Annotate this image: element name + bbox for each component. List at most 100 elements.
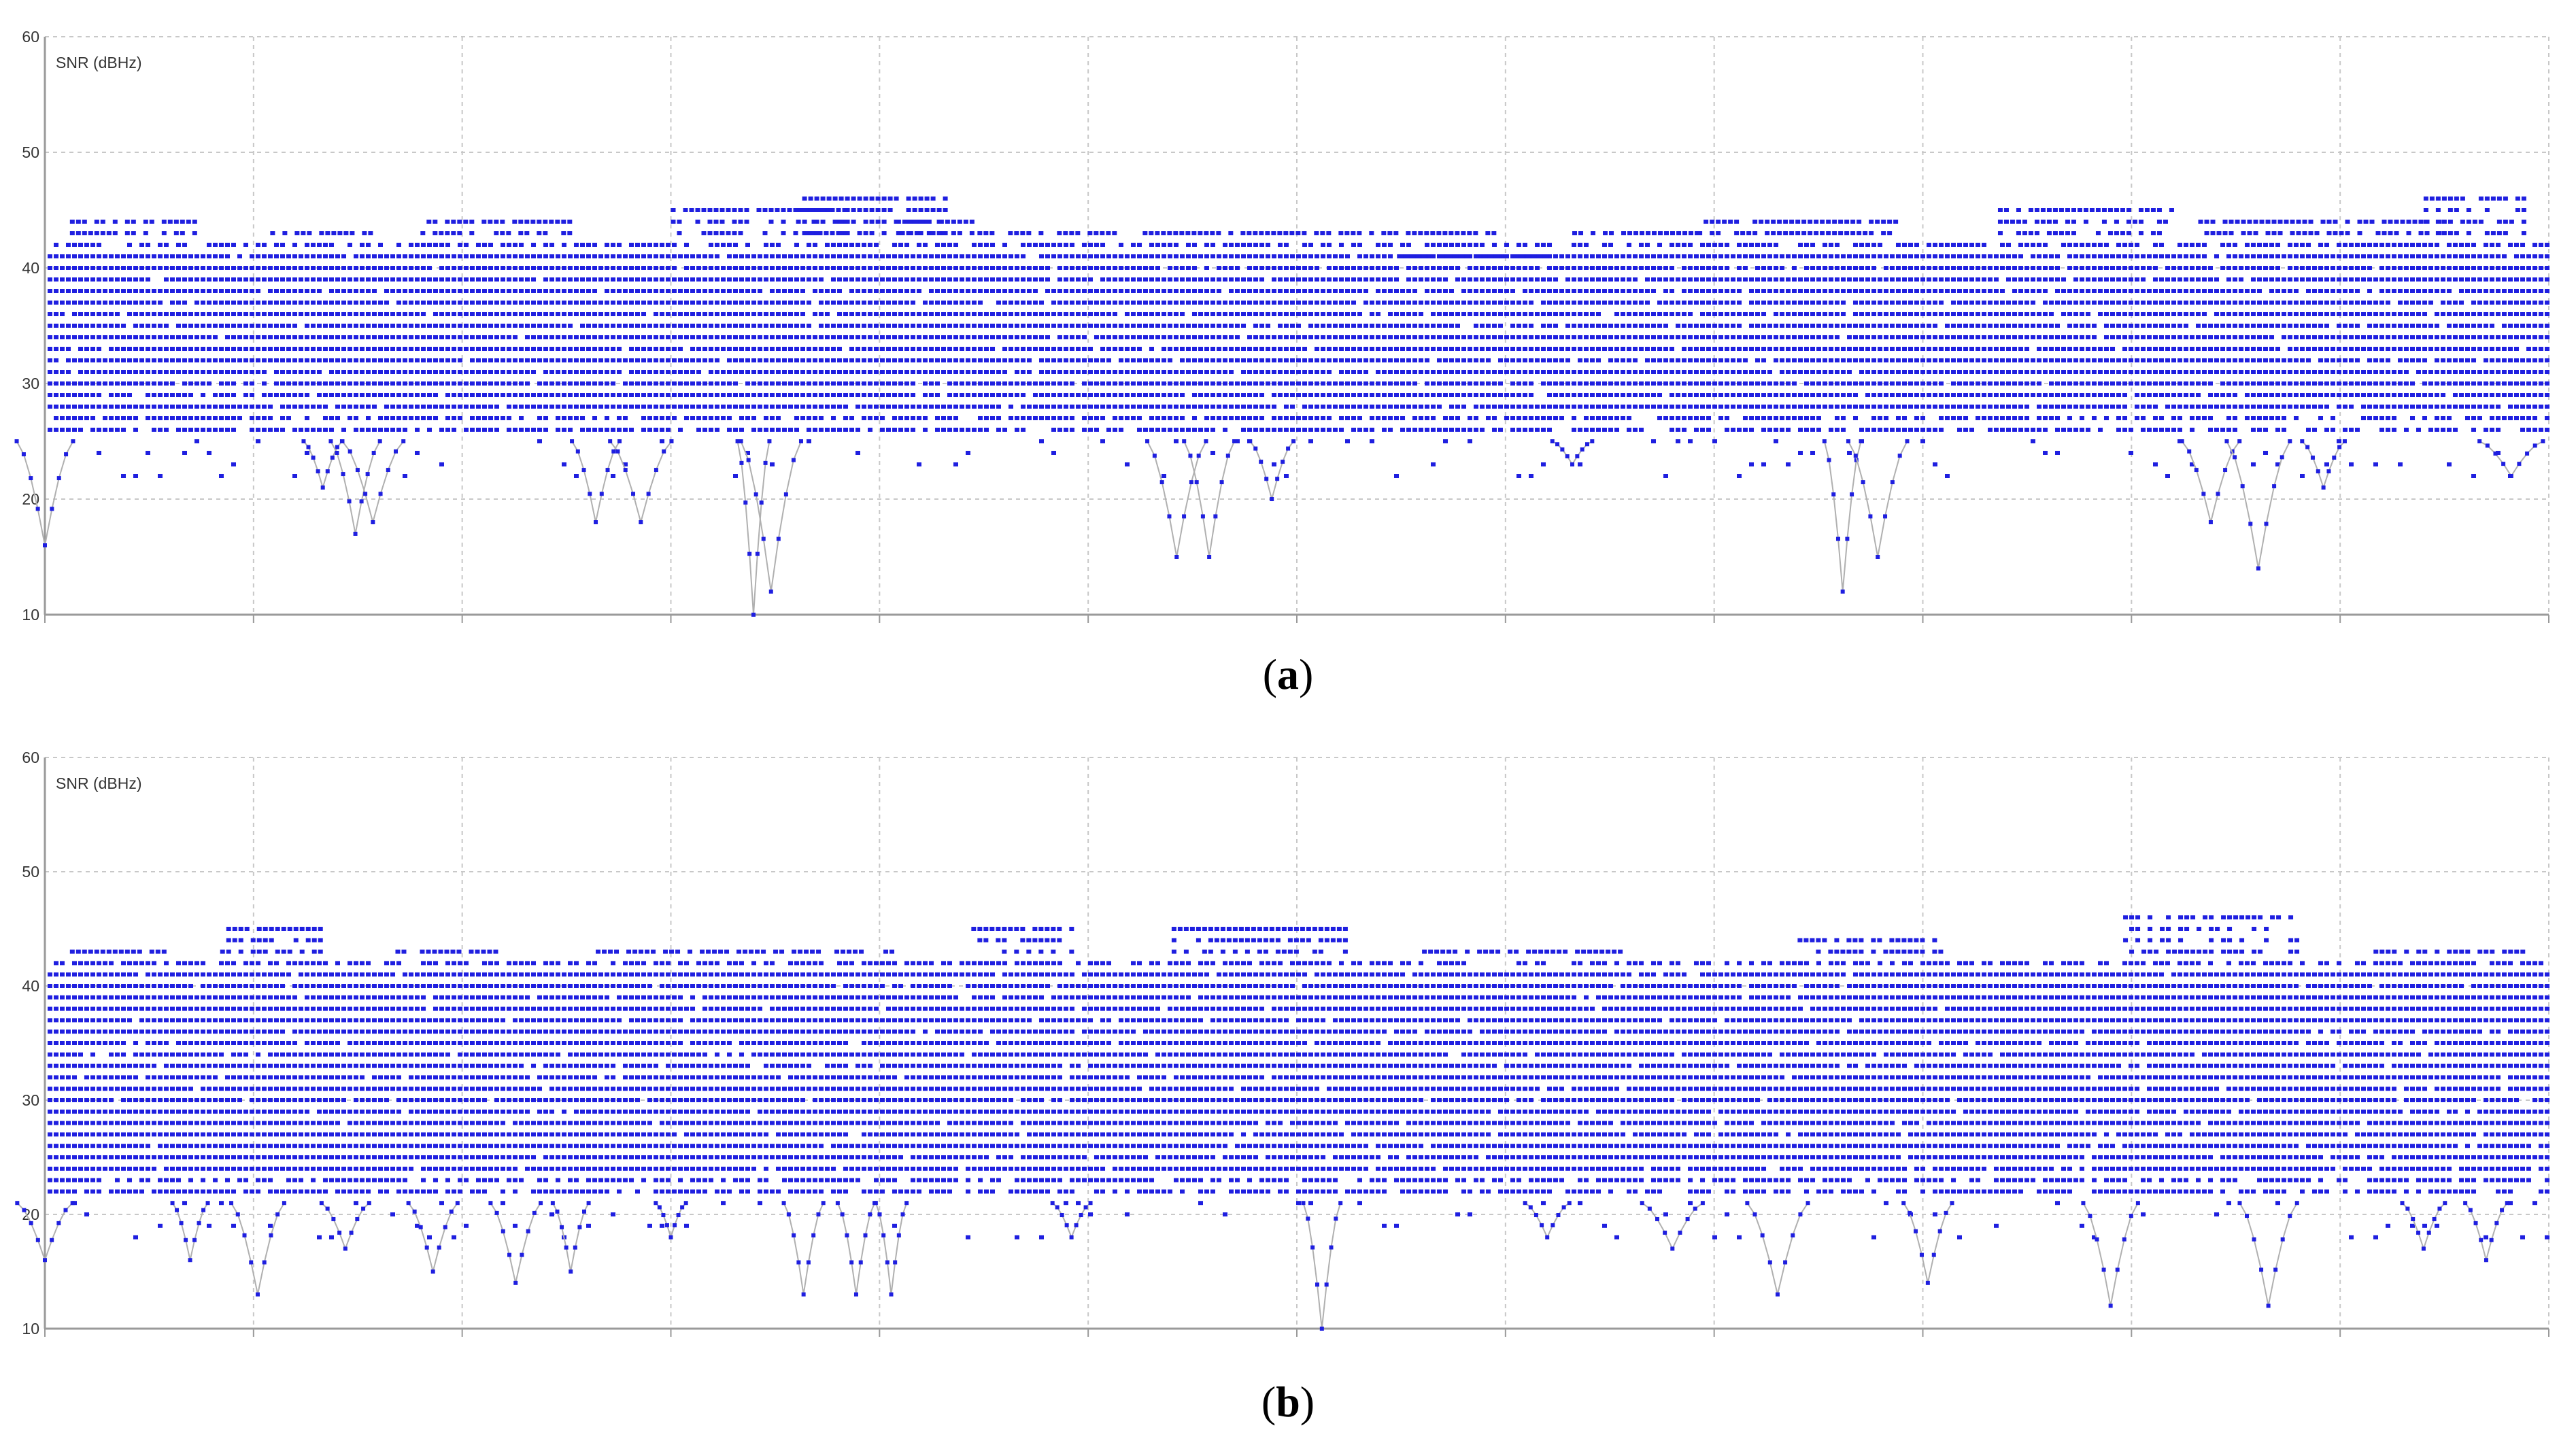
snr-point	[2184, 393, 2188, 397]
snr-point	[568, 312, 573, 316]
snr-point	[2116, 312, 2121, 316]
snr-point	[2441, 393, 2445, 397]
snr-point	[372, 370, 377, 374]
snr-point	[990, 347, 995, 351]
snr-point	[788, 312, 793, 316]
snr-point	[2177, 324, 2182, 328]
snr-point	[868, 289, 872, 293]
snr-point	[684, 312, 689, 316]
snr-point	[54, 416, 58, 420]
snr-point	[1761, 416, 1766, 420]
snr-point	[727, 324, 732, 328]
snr-point	[1859, 370, 1864, 374]
snr-point	[2349, 393, 2354, 397]
snr-point	[2471, 381, 2476, 386]
snr-point	[2361, 416, 2366, 420]
snr-point	[727, 289, 732, 293]
snr-point	[617, 428, 622, 432]
snr-point	[78, 301, 83, 305]
snr-point	[201, 381, 205, 386]
snr-point	[482, 381, 487, 386]
snr-point	[1284, 393, 1289, 397]
snr-point	[1198, 301, 1203, 305]
snr-point	[1027, 347, 1032, 351]
snr-point	[2129, 312, 2133, 316]
snr-point	[1578, 347, 1582, 351]
snr-point	[886, 405, 891, 409]
snr-point	[782, 381, 787, 386]
snr-point	[1247, 393, 1252, 397]
snr-point	[476, 289, 481, 293]
snr-point	[1217, 393, 1221, 397]
snr-point	[1443, 370, 1448, 374]
snr-point	[2373, 312, 2378, 316]
snr-point	[268, 428, 273, 432]
snr-point	[788, 393, 793, 397]
snr-point	[1504, 416, 1509, 420]
snr-point	[1382, 358, 1387, 362]
snr-point	[2520, 358, 2525, 362]
snr-point	[1321, 381, 1325, 386]
snr-point	[1627, 416, 1631, 420]
snr-point	[476, 347, 481, 351]
snr-point	[1541, 312, 1546, 316]
snr-point	[1755, 324, 1760, 328]
snr-point	[1798, 405, 1803, 409]
snr-point	[452, 381, 456, 386]
snr-point	[917, 347, 921, 351]
snr-point	[2269, 358, 2274, 362]
snr-point	[1412, 370, 1417, 374]
snr-point	[1015, 381, 1019, 386]
snr-point	[654, 324, 658, 328]
snr-point	[384, 405, 389, 409]
snr-point	[764, 347, 768, 351]
snr-point	[2312, 428, 2317, 432]
snr-point	[2263, 393, 2268, 397]
snr-point	[2306, 358, 2311, 362]
snr-point	[1210, 335, 1215, 339]
snr-point	[458, 289, 462, 293]
snr-point	[507, 301, 511, 305]
snr-point	[1057, 312, 1062, 316]
snr-point	[2373, 301, 2378, 305]
snr-point	[476, 312, 481, 316]
snr-point	[1504, 301, 1509, 305]
snr-point	[54, 405, 58, 409]
snr-point	[2508, 289, 2513, 293]
snr-point	[158, 370, 163, 374]
snr-point	[1712, 335, 1717, 339]
snr-point	[1388, 289, 1393, 293]
snr-point	[164, 405, 169, 409]
snr-point	[1927, 370, 1931, 374]
snr-point	[1419, 324, 1423, 328]
snr-point	[164, 289, 169, 293]
snr-point	[2275, 416, 2280, 420]
snr-point	[2257, 312, 2262, 316]
snr-point	[800, 335, 805, 339]
snr-point	[1884, 358, 1888, 362]
snr-point	[1315, 358, 1319, 362]
snr-point	[1039, 358, 1044, 362]
snr-point	[1204, 347, 1209, 351]
snr-point	[2324, 301, 2329, 305]
snr-point	[690, 301, 695, 305]
snr-point	[2171, 405, 2176, 409]
snr-point	[696, 312, 701, 316]
snr-point	[2441, 301, 2445, 305]
snr-point	[292, 381, 297, 386]
snr-point	[2037, 289, 2041, 293]
snr-point	[250, 301, 254, 305]
snr-point	[813, 428, 817, 432]
snr-point	[2318, 312, 2323, 316]
snr-point	[1908, 347, 1913, 351]
snr-point	[1933, 428, 1937, 432]
snr-point	[2159, 347, 2164, 351]
snr-point	[1321, 289, 1325, 293]
snr-point	[2037, 324, 2041, 328]
snr-point	[1076, 347, 1081, 351]
snr-point	[549, 335, 554, 339]
snr-point	[813, 335, 817, 339]
snr-point	[2404, 370, 2409, 374]
snr-point	[837, 405, 842, 409]
snr-point	[1351, 370, 1356, 374]
